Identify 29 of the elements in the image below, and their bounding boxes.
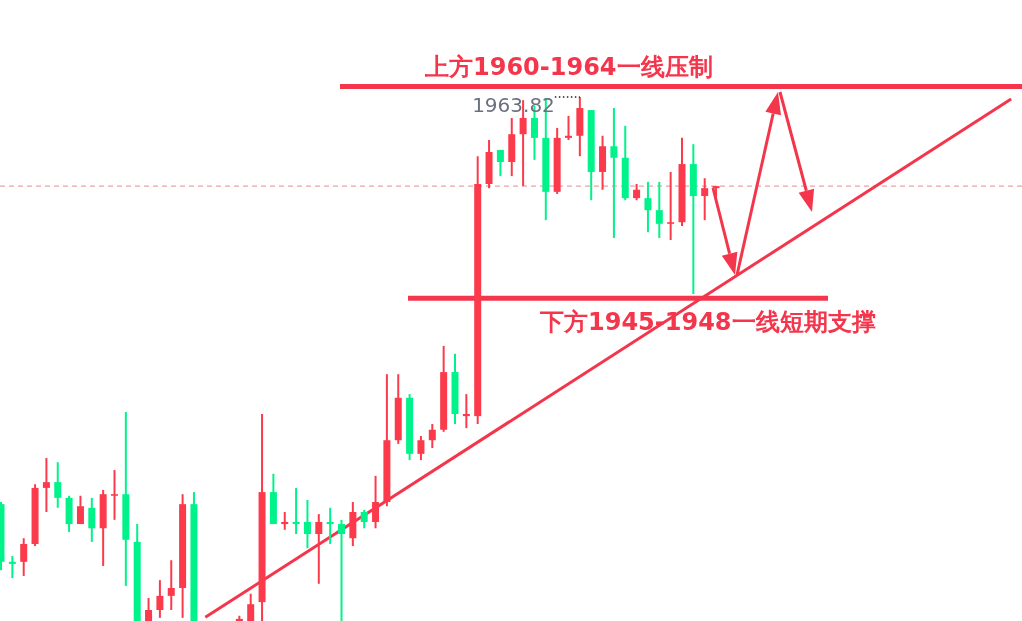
candlestick	[247, 592, 255, 621]
candlestick	[145, 596, 153, 621]
ref-line-label: 上方1960-1964一线压制	[424, 52, 713, 81]
candlestick	[156, 579, 164, 619]
candlestick	[111, 469, 118, 521]
candlestick	[315, 513, 323, 585]
candlestick	[644, 180, 652, 234]
candlestick	[428, 422, 436, 450]
candlestick	[667, 170, 675, 242]
candlestick	[76, 494, 84, 526]
candlestick	[360, 508, 368, 530]
candlestick	[701, 177, 709, 222]
candlestick	[655, 180, 663, 239]
candlestick	[292, 486, 300, 536]
candlestick	[462, 393, 470, 430]
candlestick	[42, 457, 50, 514]
candlestick	[326, 506, 334, 545]
candlestick	[417, 435, 425, 462]
candlestick	[167, 559, 175, 611]
candlestick	[303, 498, 311, 550]
candlestick	[565, 114, 572, 141]
candlestick	[372, 474, 380, 530]
candlestick	[496, 148, 504, 178]
candlestick	[20, 537, 28, 577]
candlestick	[338, 518, 345, 621]
candlestick	[54, 461, 62, 509]
candlestick	[610, 107, 618, 239]
candlestick	[8, 555, 16, 580]
candlestick	[88, 496, 96, 543]
